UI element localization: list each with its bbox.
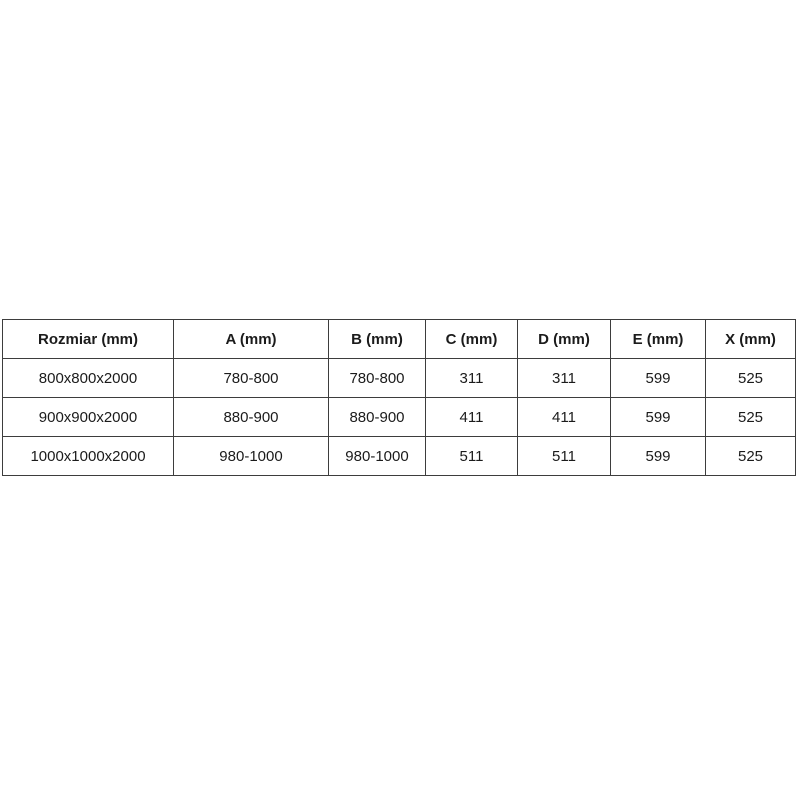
table-cell: 599	[610, 397, 706, 437]
table-cell: 780-800	[173, 358, 329, 398]
table-cell: 311	[425, 358, 518, 398]
column-header: X (mm)	[705, 319, 796, 359]
column-header: B (mm)	[328, 319, 426, 359]
column-header: D (mm)	[517, 319, 611, 359]
table-body: 800x800x2000 780-800 780-800 311 311 599 525 90…	[2, 358, 796, 476]
table-cell: 900x900x2000	[2, 397, 174, 437]
table-cell: 880-900	[173, 397, 329, 437]
table-cell: 311	[517, 358, 611, 398]
table-cell: 599	[610, 436, 706, 476]
table-cell: 511	[425, 436, 518, 476]
table-row: 900x900x2000 880-900 880-900 411 411 599 525	[2, 397, 796, 437]
table-cell: 1000x1000x2000	[2, 436, 174, 476]
column-header: E (mm)	[610, 319, 706, 359]
table-cell: 511	[517, 436, 611, 476]
table-cell: 525	[705, 436, 796, 476]
table-row: 800x800x2000 780-800 780-800 311 311 599 525	[2, 358, 796, 398]
spec-table: Rozmiar (mm) A (mm) B (mm) C (mm) D (mm) E (m…	[2, 319, 796, 476]
column-header: C (mm)	[425, 319, 518, 359]
table-row: 1000x1000x2000 980-1000 980-1000 511 511 599 5…	[2, 436, 796, 476]
table-cell: 800x800x2000	[2, 358, 174, 398]
header-row: Rozmiar (mm) A (mm) B (mm) C (mm) D (mm) E (m…	[2, 319, 796, 359]
table-cell: 880-900	[328, 397, 426, 437]
column-header: A (mm)	[173, 319, 329, 359]
table-cell: 411	[517, 397, 611, 437]
table-cell: 599	[610, 358, 706, 398]
column-header: Rozmiar (mm)	[2, 319, 174, 359]
table-cell: 411	[425, 397, 518, 437]
table-cell: 980-1000	[328, 436, 426, 476]
table-cell: 980-1000	[173, 436, 329, 476]
table-cell: 525	[705, 397, 796, 437]
table-cell: 780-800	[328, 358, 426, 398]
table-cell: 525	[705, 358, 796, 398]
